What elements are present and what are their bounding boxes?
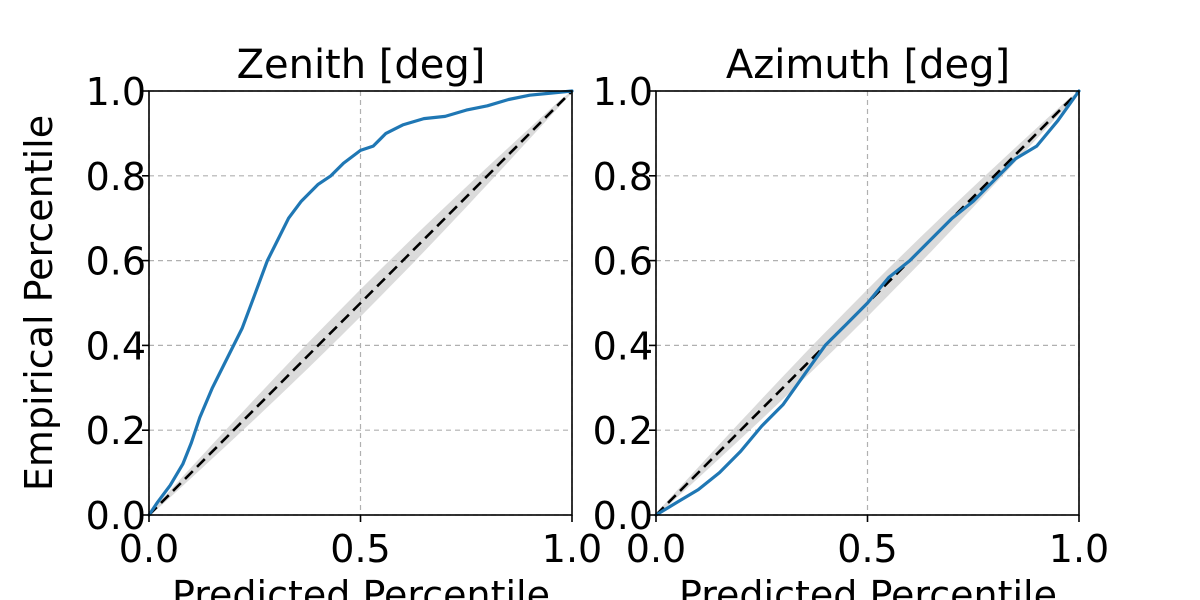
azimuth-y-tick-label: 0.8 — [593, 155, 653, 199]
azimuth-panel: Azimuth [deg] 0.0 0.5 1.0 0.0 0.2 0.4 0.6 0.8 1.… — [593, 42, 1110, 600]
azimuth-x-axis-title: Predicted Percentile — [679, 573, 1057, 600]
azimuth-x-tick-label: 1.0 — [1049, 527, 1109, 571]
azimuth-x-tick-label: 0.5 — [837, 527, 897, 571]
azimuth-y-tick-label: 1.0 — [593, 70, 653, 114]
zenith-x-tick-label: 0.5 — [330, 527, 390, 571]
azimuth-series-line — [654, 89, 1081, 517]
azimuth-y-tick-label: 0.4 — [593, 324, 653, 368]
zenith-y-tick-label: 0.2 — [86, 409, 146, 453]
zenith-reference-line — [148, 90, 573, 516]
azimuth-x-tick-label: 0.0 — [626, 527, 686, 571]
zenith-panel: Zenith [deg] 0.0 0.5 1.0 0.0 0.2 0.4 0.6 0.8 1.0… — [86, 42, 603, 600]
azimuth-y-tick-label: 0.0 — [593, 494, 653, 538]
zenith-y-tick-label: 1.0 — [86, 70, 146, 114]
zenith-series-line — [147, 89, 574, 517]
azimuth-panel-title: Azimuth [deg] — [726, 42, 1010, 88]
azimuth-y-tick-label: 0.2 — [593, 409, 653, 453]
zenith-x-axis-title: Predicted Percentile — [172, 573, 550, 600]
azimuth-y-tick-label: 0.6 — [593, 240, 653, 284]
zenith-x-tick-label: 0.0 — [119, 527, 179, 571]
zenith-y-tick-label: 0.0 — [86, 494, 146, 538]
zenith-y-tick-label: 0.8 — [86, 155, 146, 199]
zenith-y-tick-label: 0.6 — [86, 240, 146, 284]
y-axis-title: Empirical Percentile — [17, 115, 61, 491]
zenith-panel-title: Zenith [deg] — [237, 42, 486, 88]
zenith-x-tick-label: 1.0 — [542, 527, 602, 571]
zenith-y-tick-label: 0.4 — [86, 324, 146, 368]
